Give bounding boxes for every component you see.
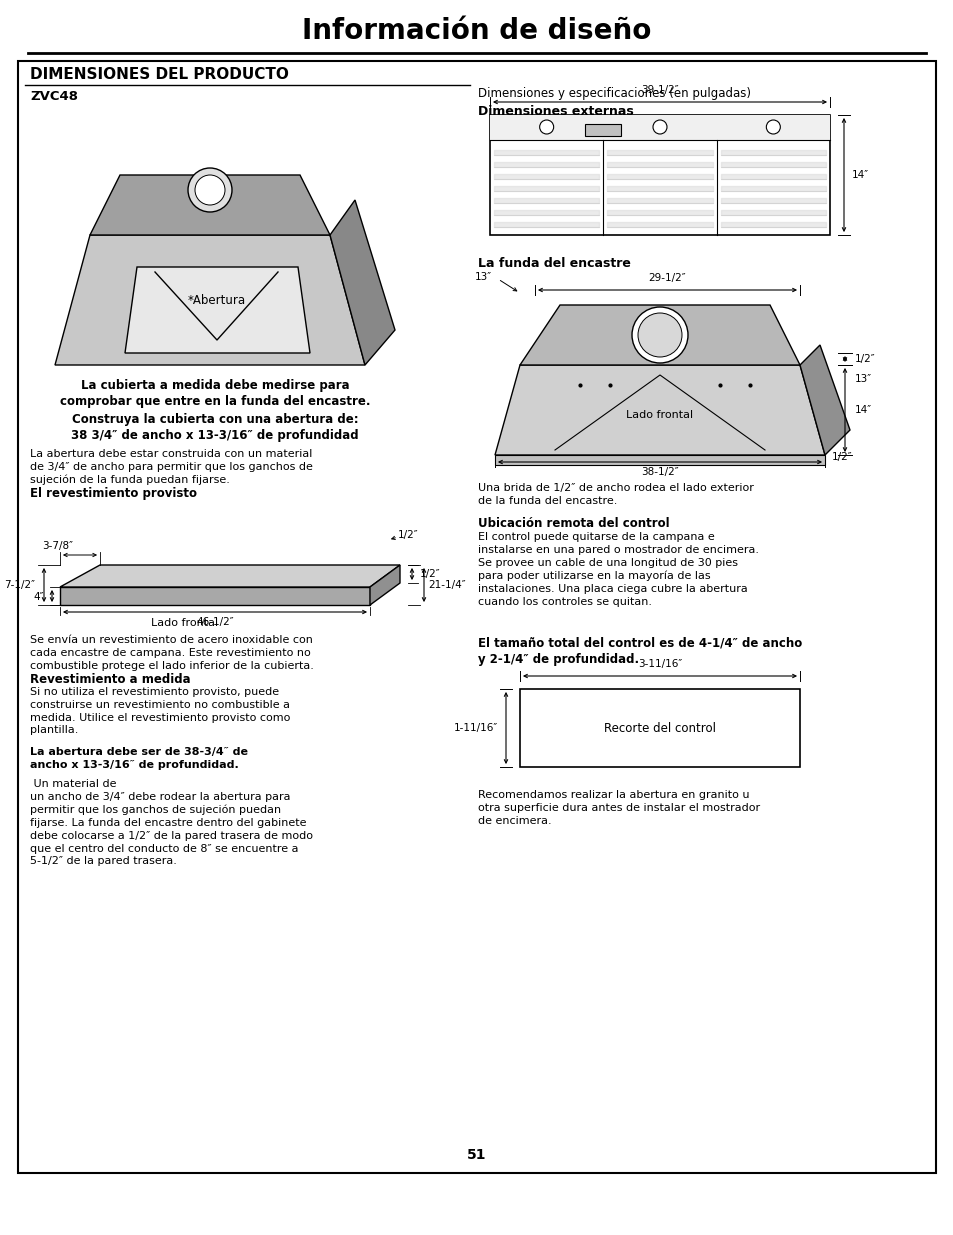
Text: 38-1/2″: 38-1/2″ xyxy=(640,467,679,477)
Text: 21-1/4″: 21-1/4″ xyxy=(428,580,465,590)
Text: El revestimiento provisto: El revestimiento provisto xyxy=(30,487,196,500)
Text: 3-11/16″: 3-11/16″ xyxy=(638,659,681,669)
Circle shape xyxy=(631,308,687,363)
Text: Revestimiento a medida: Revestimiento a medida xyxy=(30,673,191,685)
Text: Dimensiones y especificaciones (en pulgadas): Dimensiones y especificaciones (en pulga… xyxy=(477,86,750,100)
Text: Información de diseño: Información de diseño xyxy=(302,17,651,44)
Text: La abertura debe estar construida con un material
de 3/4″ de ancho para permitir: La abertura debe estar construida con un… xyxy=(30,450,313,485)
Text: 1/2″: 1/2″ xyxy=(419,569,440,579)
Circle shape xyxy=(652,120,666,135)
Text: 14″: 14″ xyxy=(851,170,868,180)
Text: Una brida de 1/2″ de ancho rodea el lado exterior
de la funda del encastre.: Una brida de 1/2″ de ancho rodea el lado… xyxy=(477,483,753,506)
Text: Un material de
un ancho de 3/4″ debe rodear la abertura para
permitir que los ga: Un material de un ancho de 3/4″ debe rod… xyxy=(30,779,313,867)
Text: El control puede quitarse de la campana e
instalarse en una pared o mostrador de: El control puede quitarse de la campana … xyxy=(477,532,759,606)
Text: La funda del encastre: La funda del encastre xyxy=(477,257,630,270)
Text: Lado frontal: Lado frontal xyxy=(152,618,218,629)
Polygon shape xyxy=(125,267,310,353)
Text: El tamaño total del control es de 4-1/4″ de ancho
y 2-1/4″ de profundidad.: El tamaño total del control es de 4-1/4″… xyxy=(477,637,801,667)
Text: Lado frontal: Lado frontal xyxy=(626,410,693,420)
Text: 13″: 13″ xyxy=(475,272,492,282)
Polygon shape xyxy=(495,366,824,454)
Polygon shape xyxy=(60,587,370,605)
Polygon shape xyxy=(55,235,365,366)
Text: 13″: 13″ xyxy=(854,374,871,384)
Bar xyxy=(519,689,800,767)
Polygon shape xyxy=(90,175,330,235)
Circle shape xyxy=(765,120,780,135)
Polygon shape xyxy=(800,345,849,454)
Text: 7-1/2″: 7-1/2″ xyxy=(4,580,35,590)
Text: 1/2″: 1/2″ xyxy=(854,354,875,364)
Polygon shape xyxy=(495,454,824,466)
Polygon shape xyxy=(60,564,399,587)
Polygon shape xyxy=(519,305,800,366)
Circle shape xyxy=(194,175,225,205)
Text: 1-11/16″: 1-11/16″ xyxy=(454,722,497,734)
Text: DIMENSIONES DEL PRODUCTO: DIMENSIONES DEL PRODUCTO xyxy=(30,67,289,82)
Text: 14″: 14″ xyxy=(854,405,871,415)
Text: 3-7/8″: 3-7/8″ xyxy=(43,541,73,551)
Text: La cubierta a medida debe medirse para
comprobar que entre en la funda del encas: La cubierta a medida debe medirse para c… xyxy=(60,379,370,409)
Text: Construya la cubierta con una abertura de:
38 3/4″ de ancho x 13-3/16″ de profun: Construya la cubierta con una abertura d… xyxy=(71,412,358,442)
Text: Ubicación remota del control: Ubicación remota del control xyxy=(477,517,669,530)
Circle shape xyxy=(539,120,553,135)
Text: Si no utiliza el revestimiento provisto, puede
construirse un revestimiento no c: Si no utiliza el revestimiento provisto,… xyxy=(30,687,290,735)
Text: 4″: 4″ xyxy=(33,592,44,601)
Text: 1/2″: 1/2″ xyxy=(397,530,418,540)
Text: *Abertura: *Abertura xyxy=(188,294,246,306)
Circle shape xyxy=(638,312,681,357)
Bar xyxy=(585,124,620,136)
Polygon shape xyxy=(330,200,395,366)
Text: Recorte del control: Recorte del control xyxy=(603,721,716,735)
Text: 29-1/2″: 29-1/2″ xyxy=(647,273,685,283)
Bar xyxy=(490,115,829,235)
Text: 39-1/2″: 39-1/2″ xyxy=(640,85,679,95)
Text: Se envía un revestimiento de acero inoxidable con
cada encastre de campana. Este: Se envía un revestimiento de acero inoxi… xyxy=(30,635,314,671)
Circle shape xyxy=(188,168,232,212)
Text: La abertura debe ser de 38-3/4″ de
ancho x 13-3/16″ de profundidad.: La abertura debe ser de 38-3/4″ de ancho… xyxy=(30,747,248,769)
Text: Dimensiones externas: Dimensiones externas xyxy=(477,105,633,119)
Polygon shape xyxy=(370,564,399,605)
Text: 1/2″: 1/2″ xyxy=(831,452,852,462)
Text: Recomendamos realizar la abertura en granito u
otra superficie dura antes de ins: Recomendamos realizar la abertura en gra… xyxy=(477,790,760,826)
Bar xyxy=(490,115,829,140)
Text: ZVC48: ZVC48 xyxy=(30,90,78,103)
Text: 51: 51 xyxy=(467,1149,486,1162)
Text: 46-1/2″: 46-1/2″ xyxy=(196,618,233,627)
